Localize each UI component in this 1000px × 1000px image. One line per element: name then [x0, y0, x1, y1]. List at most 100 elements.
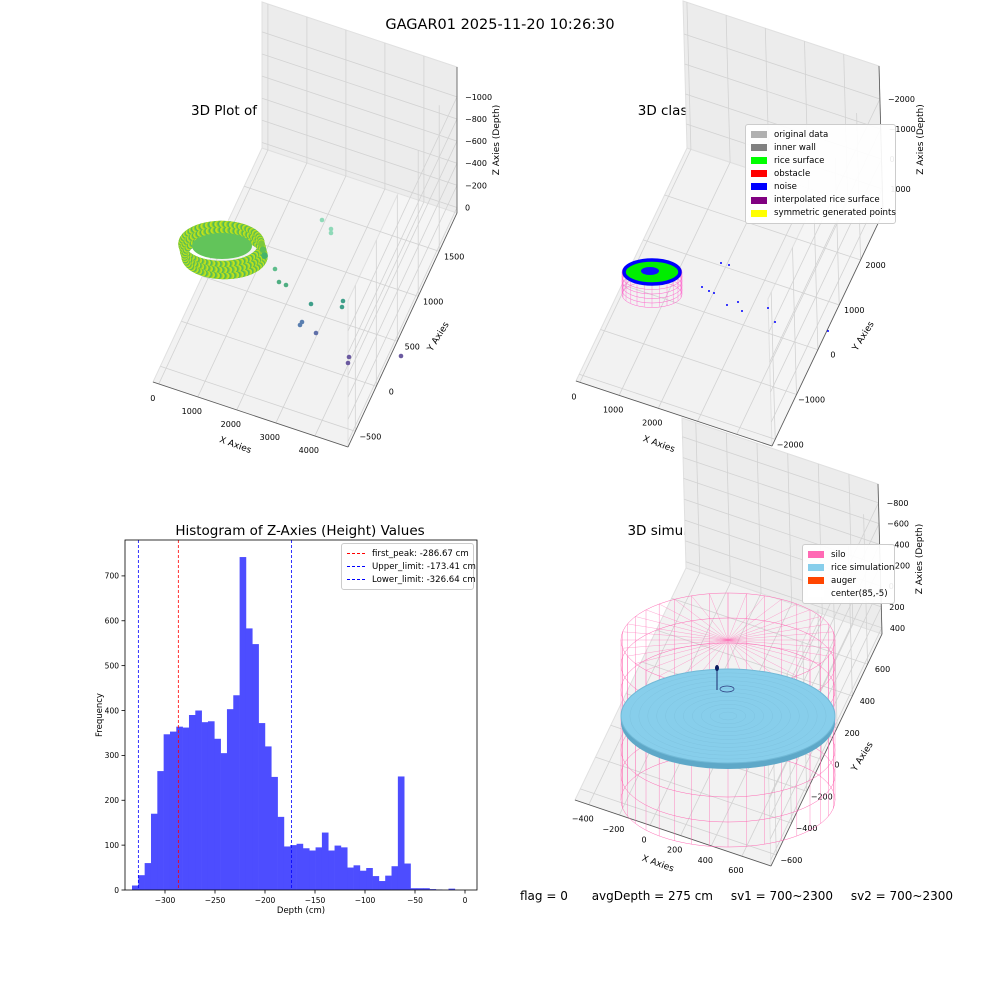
sim-z-tick: 400 [890, 624, 905, 633]
sim-rice-mesh [692, 700, 764, 732]
sim-roof-line [635, 639, 729, 664]
hist-bar [321, 832, 329, 890]
sim-rice-mesh [656, 684, 800, 748]
raw-x-grid [197, 16, 308, 398]
sim-roof-line [727, 639, 829, 657]
legend-line-swatch [347, 579, 365, 581]
sim-rice-mesh [701, 704, 755, 728]
hist-x-tick-label: −100 [355, 896, 376, 905]
legend-label: noise [774, 181, 797, 192]
sim-y-tick: 200 [845, 729, 860, 738]
hist-bar [315, 847, 323, 890]
raw-outlier-point [308, 301, 314, 307]
hist-bar [252, 644, 259, 890]
raw-x-tick: 2000 [221, 420, 241, 429]
hist-bar [226, 709, 234, 890]
raw-x-axis [152, 381, 349, 448]
sim-y-axis [770, 633, 883, 867]
cls-noise-point [774, 321, 776, 323]
hist-bar [132, 885, 139, 890]
hist-x-tick-label: −300 [155, 896, 176, 905]
hist-y-tick-label: 0 [114, 886, 119, 895]
sim-x-axis [574, 799, 772, 867]
histogram-legend: first_peak: -286.67 cm Upper_limit: -173.… [341, 543, 476, 591]
sim-x-label: X Axies [640, 854, 675, 875]
legend-item: Upper_limit: -173.41 cm [347, 560, 476, 573]
hist-bar [169, 731, 177, 890]
raw-silo-surface [192, 233, 252, 259]
status-footer: flag = 0 avgDepth = 275 cm sv1 = 700~230… [520, 889, 953, 903]
raw-outlier-point [339, 304, 345, 310]
raw-outlier-point [346, 354, 352, 360]
hist-bar [283, 846, 291, 890]
hist-y-tick-label: 300 [105, 751, 120, 760]
sim-silo [620, 592, 836, 848]
raw-z-tick: −600 [465, 137, 487, 146]
legend-item: Lower_limit: -326.64 cm [347, 573, 476, 586]
raw-outlier-point [313, 330, 319, 336]
hist-bar [302, 848, 310, 890]
cls-noise-point [728, 264, 730, 266]
hist-bar [245, 628, 253, 890]
legend-item: silo [808, 548, 888, 561]
sim-roof-line [727, 593, 747, 641]
sim-roof-line [727, 616, 821, 641]
sim-roof-line [727, 631, 834, 641]
hist-bar [176, 726, 183, 890]
sim-y-tick: 0 [834, 761, 839, 770]
hist-bar [271, 776, 278, 890]
sim-roof-line [727, 623, 829, 641]
sim-z-tick: −600 [887, 520, 909, 529]
raw-y-tick: −500 [359, 432, 381, 441]
legend-label: rice surface [774, 155, 825, 166]
hist-bar [188, 715, 196, 890]
legend-label: symmetric generated points [774, 208, 896, 219]
cls-x-tick: 2000 [642, 418, 662, 427]
raw-x-tick: 4000 [299, 446, 319, 455]
raw-outlier-point [272, 266, 278, 272]
histogram-title: Histogram of Z-Axies (Height) Values [175, 523, 425, 539]
legend-label: inner wall [774, 142, 816, 153]
hist-x-tick-label: −200 [255, 896, 276, 905]
legend-item: rice simulation [808, 561, 894, 574]
sim-rice-surface [620, 668, 836, 764]
cls-noise-point [741, 310, 743, 312]
sim-roof-line [622, 639, 729, 649]
hist-x-tick-label: 0 [463, 896, 468, 905]
raw-outlier-point [283, 282, 289, 288]
raw-x-grid [236, 29, 347, 411]
sim-roof-line [709, 593, 729, 641]
sim-roof-line [727, 639, 797, 677]
sim-rice-mesh [629, 672, 827, 760]
cls-noise-point [726, 304, 728, 306]
hist-bar [328, 850, 335, 890]
legend-label: Upper_limit: -173.41 cm [372, 561, 476, 572]
hist-bar [144, 863, 152, 890]
cls-x-axis [575, 380, 773, 447]
hist-bar [372, 876, 380, 890]
sim-y-tick: −400 [796, 824, 818, 833]
hist-bar [429, 889, 437, 890]
raw-y-axis [347, 212, 458, 448]
cls-y-tick: 1000 [844, 306, 864, 315]
raw-outlier-point [319, 217, 325, 223]
hist-bar [385, 875, 392, 890]
raw-x-tick: 0 [150, 394, 155, 403]
raw-z-label: Z Axies (Depth) [492, 105, 502, 176]
sim-x-tick: 400 [698, 856, 713, 865]
legend-item: center(85,-5) [808, 587, 888, 600]
sim-auger-top [715, 665, 719, 671]
legend-swatch [751, 170, 767, 178]
hist-frame [124, 539, 478, 891]
sim-roof-line [622, 631, 729, 641]
raw-point [258, 240, 265, 247]
hist-bar [290, 845, 297, 890]
hist-bar [397, 776, 405, 890]
sim-roof-line [727, 599, 782, 641]
figure-title: GAGAR01 2025-11-20 10:26:30 [385, 17, 615, 33]
hist-bar [404, 863, 411, 890]
legend-swatch [751, 196, 767, 204]
legend-swatch [808, 564, 824, 572]
hist-bar [201, 722, 209, 890]
hist-bar [150, 813, 158, 890]
